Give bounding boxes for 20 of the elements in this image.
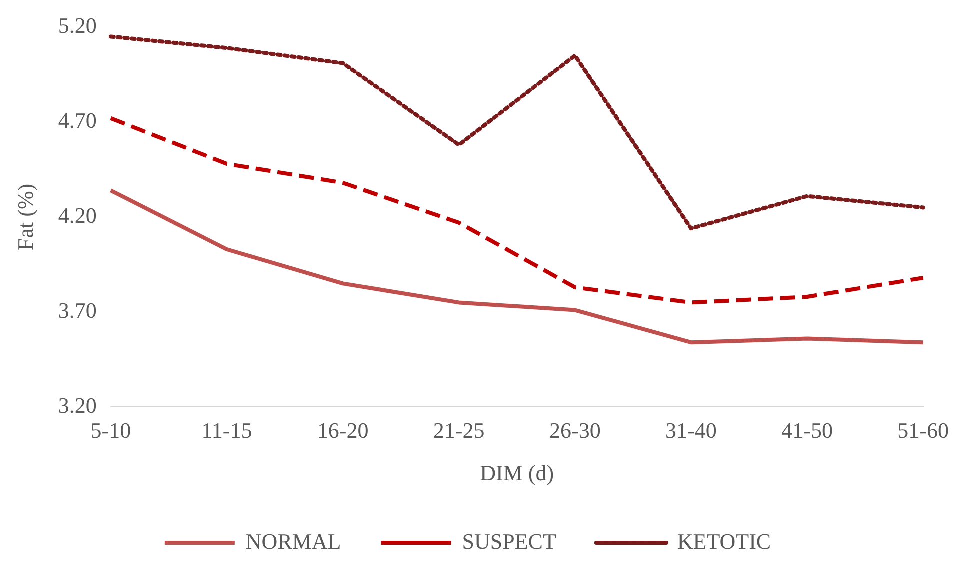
- x-tick-label: 31-40: [666, 418, 717, 444]
- y-axis-title: Fat (%): [12, 184, 38, 250]
- x-tick-label: 11-15: [202, 418, 252, 444]
- line-series: [108, 116, 926, 305]
- x-tick-label: 16-20: [317, 418, 369, 444]
- y-tick-label: 3.20: [58, 392, 97, 418]
- x-tick-label: 41-50: [782, 418, 833, 444]
- y-tick-label: 5.20: [58, 12, 97, 38]
- legend-label: KETOTIC: [677, 528, 772, 554]
- x-tick-label: 5-10: [90, 418, 132, 444]
- legend-label: SUSPECT: [462, 528, 557, 554]
- x-axis-title: DIM (d): [480, 460, 554, 486]
- legend-label: NORMAL: [246, 528, 342, 554]
- x-tick-label: 51-60: [898, 418, 949, 444]
- x-tick-label: 26-30: [549, 418, 601, 444]
- y-tick-label: 3.70: [58, 298, 97, 323]
- x-tick-label: 21-25: [433, 418, 485, 444]
- y-tick-label: 4.70: [58, 108, 97, 133]
- line-series: [108, 34, 926, 231]
- y-tick-label: 4.20: [58, 202, 97, 228]
